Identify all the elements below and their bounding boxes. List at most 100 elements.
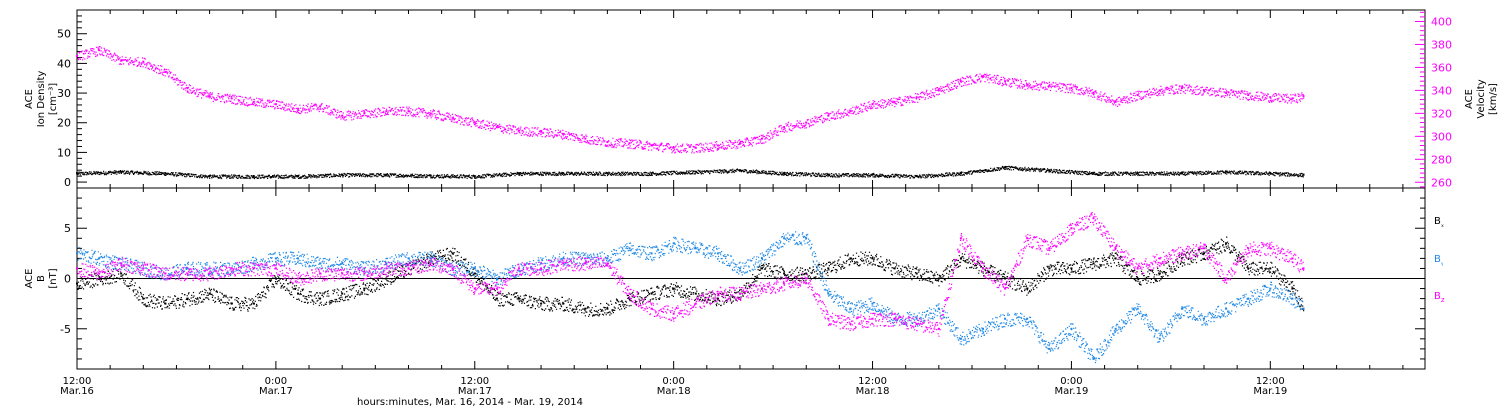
x-tick-label-date: Mar.16 [60, 386, 94, 397]
top-series-0-point [208, 175, 211, 178]
bottom-tick-label: 0 [64, 273, 71, 286]
x-tick-label-date: Mar.19 [1253, 386, 1287, 397]
top-right-ylabel: ACE Velocity [km/s] [1464, 79, 1499, 118]
bottom-series-1-point [1269, 287, 1272, 290]
x-tick-label-time: 12:00 [1256, 376, 1285, 387]
x-tick-label-time: 0:00 [1060, 376, 1082, 387]
right-tick-label: 340 [1431, 84, 1452, 97]
x-tick-label-date: Mar.18 [856, 386, 890, 397]
bottom-series-1-point [650, 252, 653, 255]
top-series-1-cloud [77, 46, 1305, 154]
bottom-series-0-point [451, 252, 454, 255]
right-tick-label: 380 [1431, 38, 1452, 51]
bottom-series-2-point [871, 317, 874, 320]
bottom-series-2-point [208, 272, 211, 275]
bottom-series-2-point [584, 262, 587, 265]
bottom-series-2-point [959, 237, 962, 240]
top-series-0-point [1092, 172, 1095, 175]
top-right-ylabel-line: [km/s] [1488, 83, 1499, 115]
top-series-1-point [186, 87, 189, 90]
top-series-1-point [98, 49, 101, 52]
bottom-series-0 [76, 236, 1305, 317]
bottom-series-2-point [1092, 217, 1095, 220]
x-tick-label-time: 12:00 [63, 376, 92, 387]
bottom-series-0-point [120, 272, 123, 275]
left-tick-label: 40 [57, 57, 71, 70]
bottom-series-1-point [716, 252, 719, 255]
legend-subscript: ₓ [1441, 221, 1444, 229]
bottom-series-2-point [1114, 247, 1117, 250]
top-series-1-point [252, 100, 255, 103]
top-series-0-point [959, 172, 962, 175]
top-series-1-point [1136, 94, 1139, 96]
x-axis: 12:00Mar.160:00Mar.1712:00Mar.170:00Mar.… [60, 10, 1404, 408]
bottom-series-0-point [319, 297, 322, 300]
x-tick-label-time: 12:00 [460, 376, 489, 387]
top-series-1-point [429, 112, 432, 115]
bottom-series-0-point [606, 307, 609, 310]
bottom-series-1-point [1026, 317, 1029, 320]
bottom-ylabel: ACE B [nT] [24, 268, 59, 288]
bottom-series-1-point [915, 317, 918, 320]
bottom-series-1-point [739, 267, 741, 270]
top-series-1-point [1225, 91, 1228, 94]
bottom-series-0-point [363, 287, 366, 290]
bottom-series-2-point [628, 292, 631, 295]
bottom-series-0-point [341, 292, 344, 295]
bottom-series-2-point [341, 272, 344, 275]
top-series-1-point [1269, 96, 1272, 99]
bottom-series-2-point [783, 282, 786, 285]
top-left-ylabel: ACE Ion Density [cm⁻³] [24, 71, 59, 128]
right-tick-label: 400 [1431, 15, 1452, 28]
left-tick-label: 0 [64, 176, 71, 189]
bottom-series-1-point [1136, 307, 1139, 310]
bottom-series-2-point [451, 267, 454, 270]
bottom-series-1-point [540, 262, 543, 265]
top-right-ylabel-line: Velocity [1476, 79, 1487, 118]
bottom-series-1-point [495, 277, 498, 280]
bottom-series-1-point [274, 257, 277, 260]
bottom-series-1-point [1114, 327, 1117, 330]
x-tick-label-date: Mar.17 [259, 386, 293, 397]
top-series-0-point [1004, 166, 1007, 169]
bottom-series-0-point [518, 297, 520, 300]
bottom-series-0-point [694, 292, 697, 295]
top-series-1-point [805, 121, 808, 124]
bottom-series-1-point [1070, 327, 1073, 330]
top-series-1-point [982, 75, 984, 78]
top-series-0-cloud [77, 165, 1305, 180]
bottom-series-0-point [540, 302, 543, 305]
right-tick-label: 260 [1431, 176, 1452, 189]
right-tick-label: 320 [1431, 107, 1452, 120]
bottom-series-1-point [959, 337, 962, 340]
bottom-series-1-point [562, 257, 565, 260]
bottom-series-1-point [672, 242, 675, 245]
x-tick-label-time: 0:00 [662, 376, 684, 387]
bottom-series-2-point [1158, 257, 1161, 260]
right-tick-label: 300 [1431, 130, 1452, 143]
bottom-series-1-point [363, 267, 366, 270]
bottom-series-1-point [1225, 307, 1228, 310]
top-frame [76, 9, 1426, 189]
bottom-series-2-point [606, 262, 609, 265]
bottom-series-2-point [363, 272, 366, 275]
bottom-series-1-point [694, 247, 697, 250]
top-left-ylabel-line: Ion Density [36, 71, 47, 128]
bottom-series-1-point [297, 257, 299, 260]
legend-subscript: z [1441, 296, 1445, 304]
top-series-1-point [959, 80, 962, 83]
bottom-series-0-point [76, 282, 78, 285]
bottom-series-2-point [893, 317, 896, 320]
bottom-series-0-point [1291, 287, 1294, 290]
bottom-series-0-point [915, 272, 918, 275]
bottom-series-1-point [606, 257, 609, 260]
top-series-0 [76, 165, 1305, 180]
top-series-0-point [1136, 172, 1139, 175]
top-series-1-point [1203, 89, 1205, 92]
top-series-1-point [540, 130, 543, 133]
bottom-series-2-point [1269, 247, 1272, 250]
bottom-ylabel-line: B [36, 275, 47, 282]
right-tick-label: 280 [1431, 153, 1452, 166]
